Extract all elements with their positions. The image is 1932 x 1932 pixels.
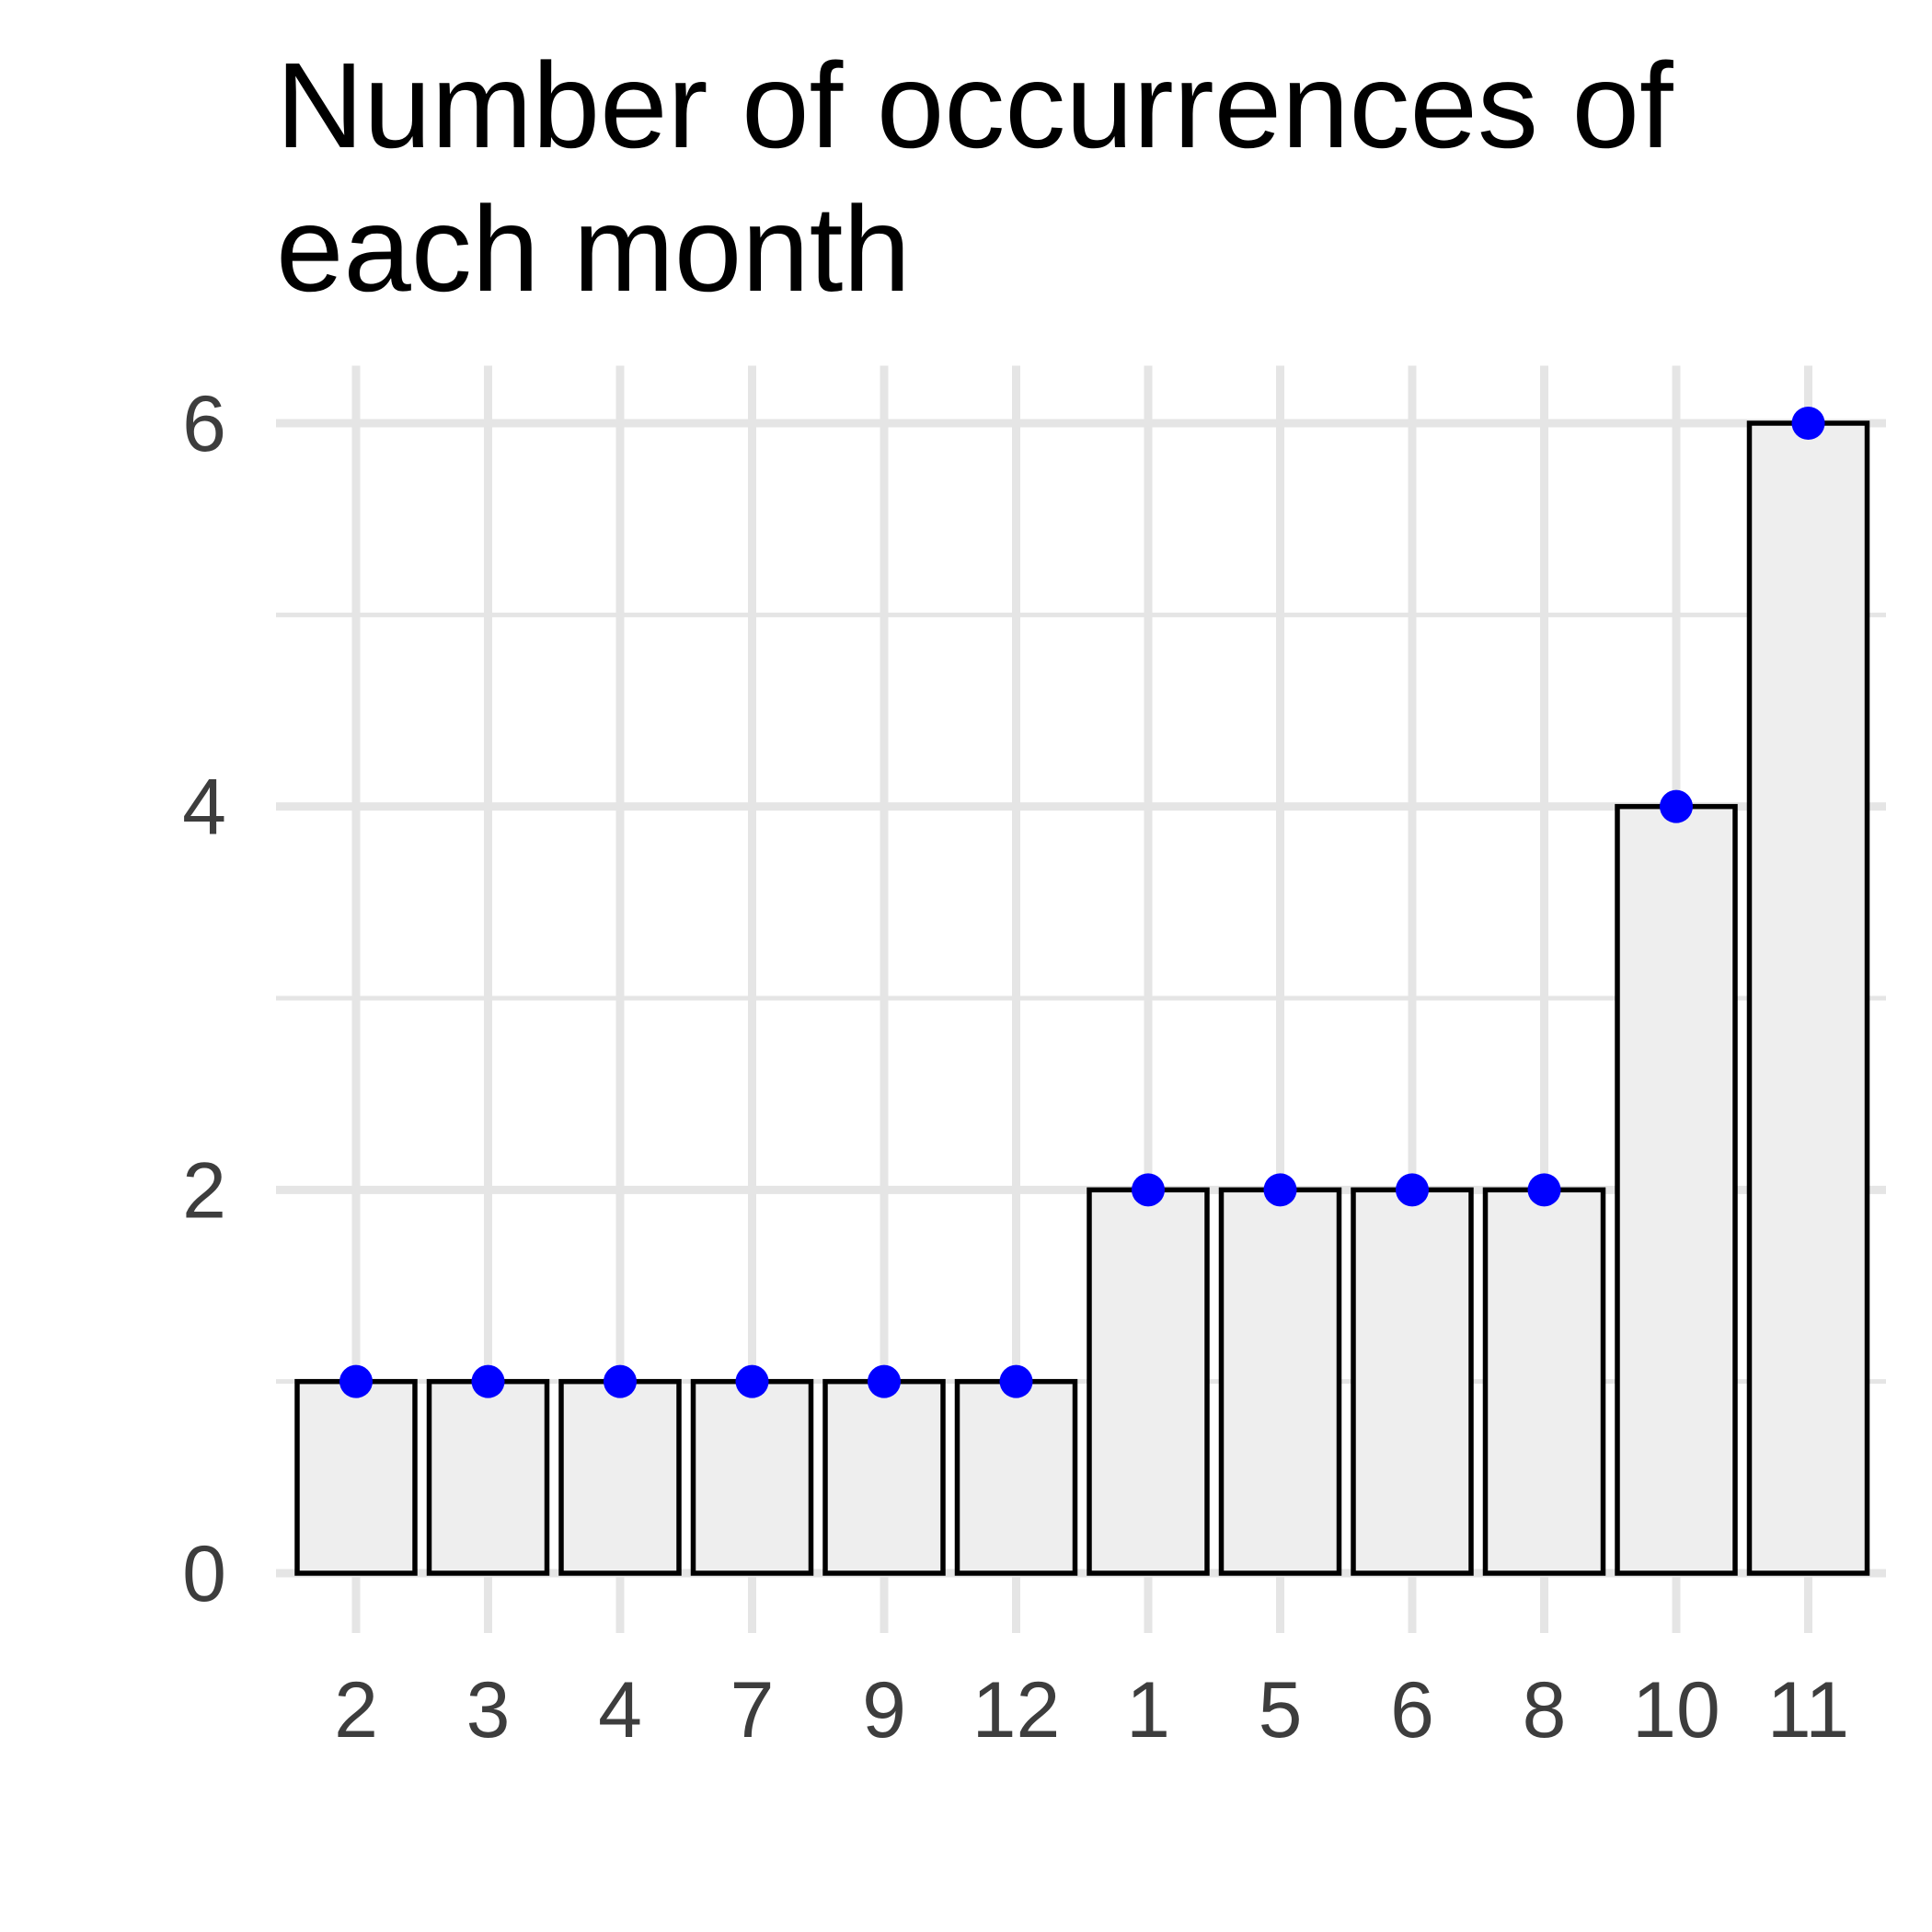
y-tick-label: 4 (182, 764, 226, 852)
data-point (339, 1364, 373, 1398)
points (339, 407, 1825, 1398)
bar (294, 1378, 418, 1576)
data-point (868, 1364, 901, 1398)
bar (558, 1378, 682, 1576)
data-point (1263, 1173, 1297, 1207)
x-tick-label: 1 (1126, 1666, 1170, 1754)
y-tick-label: 0 (182, 1530, 226, 1618)
x-tick-label: 3 (466, 1666, 511, 1754)
x-tick-label: 4 (598, 1666, 642, 1754)
title-line-1: Number of occurrences of (276, 38, 1673, 173)
bar (822, 1378, 946, 1576)
x-tick-label: 10 (1632, 1666, 1720, 1754)
y-tick-label: 2 (182, 1146, 226, 1235)
x-tick-label: 9 (862, 1666, 906, 1754)
data-point (1132, 1173, 1165, 1207)
x-tick-label: 12 (972, 1666, 1061, 1754)
bar (690, 1378, 814, 1576)
data-point (604, 1364, 637, 1398)
x-tick-label: 7 (730, 1666, 775, 1754)
data-point (471, 1364, 505, 1398)
y-tick-label: 6 (182, 380, 226, 468)
bar (426, 1378, 550, 1576)
bars (294, 420, 1870, 1576)
x-tick-label: 2 (334, 1666, 378, 1754)
x-tick-label: 8 (1523, 1666, 1567, 1754)
data-point (999, 1364, 1033, 1398)
data-point (735, 1364, 769, 1398)
x-tick-label: 11 (1767, 1666, 1849, 1754)
title-line-2: each month (276, 181, 911, 316)
x-tick-label: 6 (1390, 1666, 1434, 1754)
x-tick-label: 5 (1259, 1666, 1303, 1754)
bar (954, 1378, 1078, 1576)
data-point (1791, 407, 1825, 440)
bar (1218, 1187, 1342, 1576)
bar (1746, 420, 1870, 1576)
bar (1351, 1187, 1474, 1576)
y-axis-tick-labels: 0 2 4 6 (182, 380, 226, 1618)
chart-title: Number of occurrences of each month (276, 38, 1673, 316)
bar (1087, 1187, 1210, 1576)
bar (1615, 803, 1738, 1576)
data-point (1660, 789, 1693, 823)
x-axis-tick-labels: 2 3 4 7 9 12 1 5 6 8 10 11 (334, 1666, 1849, 1754)
data-point (1527, 1173, 1561, 1207)
bar (1482, 1187, 1606, 1576)
data-point (1396, 1173, 1429, 1207)
